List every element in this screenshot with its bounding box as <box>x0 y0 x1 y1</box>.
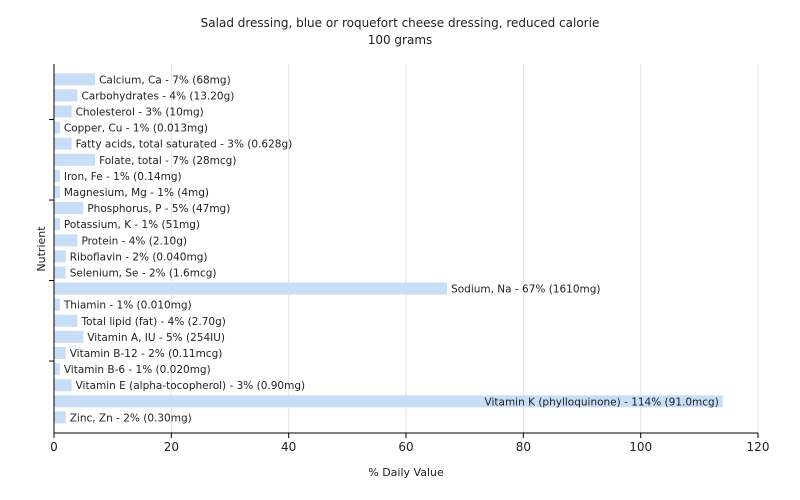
bar <box>54 121 60 134</box>
axes: 0 20 40 60 80 100 120 <box>49 64 769 454</box>
grid-lines <box>170 64 759 433</box>
bar <box>54 234 78 247</box>
bar-label: Thiamin - 1% (0.010mg) <box>63 300 192 312</box>
bar-label: Copper, Cu - 1% (0.013mg) <box>64 123 208 135</box>
bar <box>54 153 96 166</box>
bar <box>54 73 96 86</box>
bar <box>54 379 72 392</box>
bar <box>54 411 66 424</box>
bar <box>54 186 60 198</box>
bar <box>54 169 60 182</box>
x-tick-label: 80 <box>516 440 531 454</box>
bar <box>54 218 60 231</box>
bar <box>54 105 72 118</box>
x-tick-label: 100 <box>629 440 652 454</box>
x-tick-label: 60 <box>398 440 413 454</box>
x-tick-label: 40 <box>281 440 296 454</box>
bar-label: Riboflavin - 2% (0.040mg) <box>70 251 208 263</box>
bar-label: Calcium, Ca - 7% (68mg) <box>99 74 231 86</box>
chart-subtitle: 100 grams <box>367 33 433 47</box>
bar <box>54 314 78 327</box>
x-tick-label: 120 <box>747 440 770 454</box>
bar-label: Selenium, Se - 2% (1.6mcg) <box>70 268 217 280</box>
bar-label: Cholesterol - 3% (10mg) <box>76 107 204 119</box>
bar-label: Vitamin E (alpha-tocopherol) - 3% (0.90m… <box>76 380 306 392</box>
y-axis-title: Nutrient <box>35 226 48 272</box>
bar-label: Protein - 4% (2.10g) <box>81 235 187 247</box>
bar-label: Vitamin B-12 - 2% (0.11mcg) <box>70 348 223 360</box>
bar-label: Vitamin A, IU - 5% (254IU) <box>87 332 225 344</box>
bar-label: Folate, total - 7% (28mcg) <box>99 155 236 167</box>
bar-label: Sodium, Na - 67% (1610mg) <box>451 284 600 296</box>
bar <box>54 89 78 102</box>
bar-label: Zinc, Zn - 2% (0.30mg) <box>70 412 192 424</box>
bar <box>54 298 60 311</box>
bar <box>54 330 84 343</box>
bar-label: Iron, Fe - 1% (0.14mg) <box>64 171 182 183</box>
bar <box>54 202 84 215</box>
bar-label: Vitamin B-6 - 1% (0.020mg) <box>64 364 211 376</box>
bar-label: Carbohydrates - 4% (13.20g) <box>81 90 234 102</box>
x-axis-title: % Daily Value <box>368 466 444 479</box>
bar-label: Vitamin K (phylloquinone) - 114% (91.0mc… <box>485 396 719 408</box>
bar <box>54 363 60 376</box>
chart-title: Salad dressing, blue or roquefort cheese… <box>200 16 600 30</box>
x-tick-label: 20 <box>164 440 179 454</box>
bar-label: Potassium, K - 1% (51mg) <box>64 219 200 231</box>
bars: Calcium, Ca - 7% (68mg) Carbohydrates - 4… <box>54 73 723 424</box>
bar <box>54 282 448 295</box>
bar-label: Magnesium, Mg - 1% (4mg) <box>64 187 209 199</box>
bar <box>54 395 723 408</box>
bar-label: Fatty acids, total saturated - 3% (0.628… <box>76 139 293 151</box>
bar-label: Phosphorus, P - 5% (47mg) <box>87 203 230 215</box>
bar <box>54 250 66 263</box>
bar <box>54 347 66 359</box>
bar <box>54 137 72 150</box>
bar <box>54 266 66 279</box>
x-tick-label: 0 <box>50 440 58 454</box>
bar-label: Total lipid (fat) - 4% (2.70g) <box>80 316 225 328</box>
